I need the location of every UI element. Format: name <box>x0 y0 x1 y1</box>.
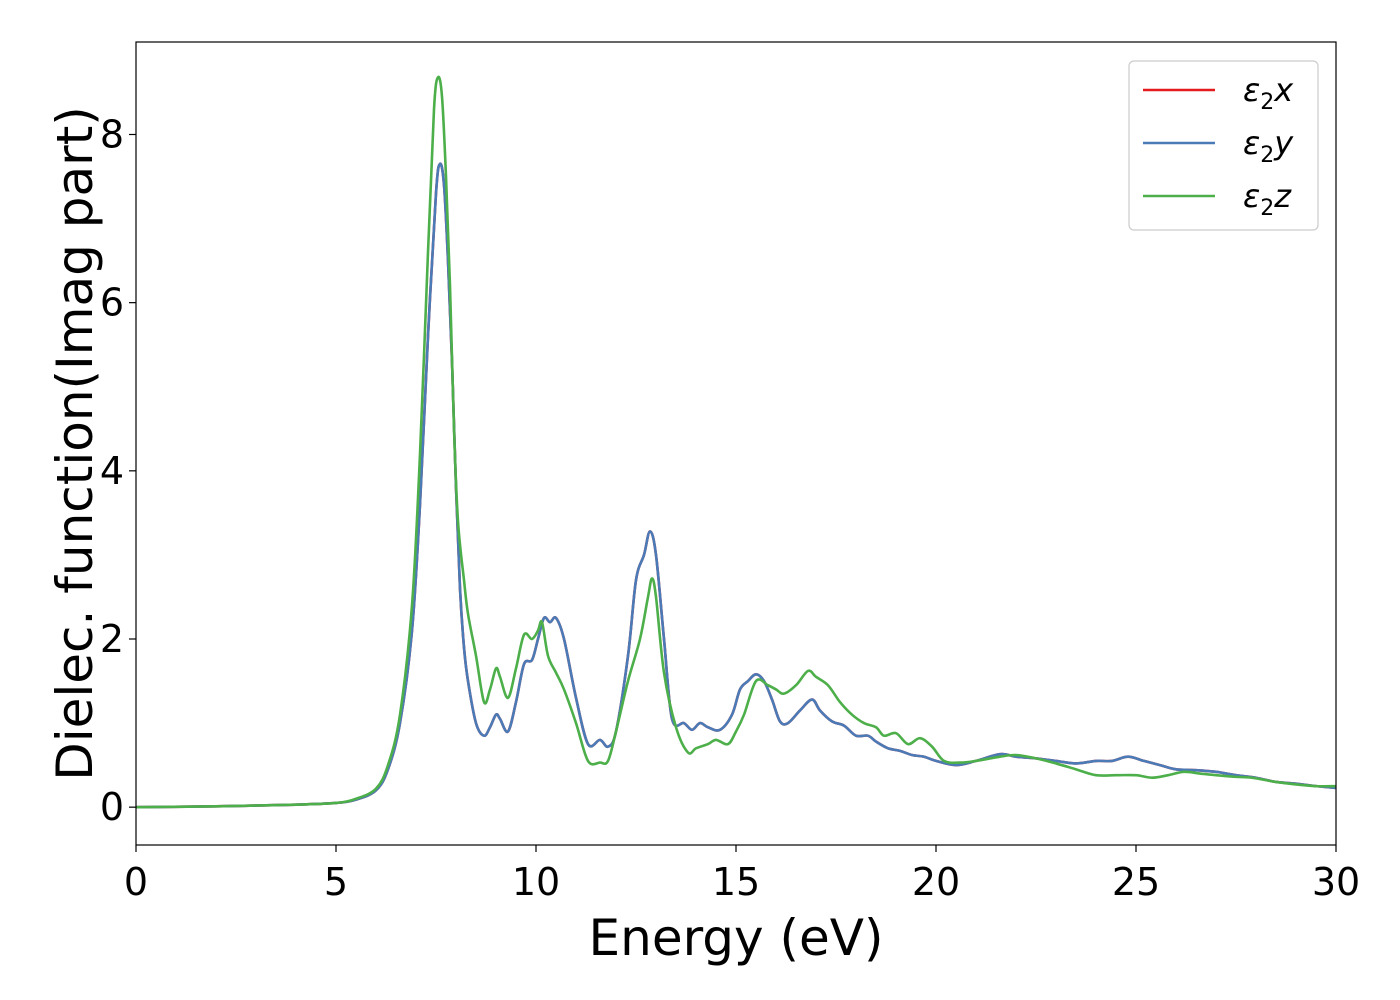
x-tick-label: 10 <box>512 860 560 904</box>
series-line-z <box>136 75 1336 809</box>
legend-items: ε2x ε2y ε2z <box>1143 71 1294 221</box>
x-tick-label: 15 <box>712 860 760 904</box>
y-tick-label: 6 <box>100 281 124 325</box>
y-tick-label: 4 <box>100 449 124 493</box>
x-axis-label: Energy (eV) <box>589 909 884 967</box>
legend-label-z: ε2z <box>1243 177 1292 221</box>
y-tick-label: 2 <box>100 617 124 661</box>
y-tick-label: 0 <box>100 785 124 829</box>
x-tick-label: 0 <box>124 860 148 904</box>
legend-box <box>1128 60 1319 231</box>
x-tick-label: 25 <box>1112 860 1160 904</box>
x-tick-label: 5 <box>324 860 348 904</box>
y-axis-ticks: 0 2 4 6 8 <box>100 112 136 829</box>
series-layer <box>136 75 1336 809</box>
y-tick-label: 8 <box>100 112 124 156</box>
x-axis-ticks: 0 5 10 15 20 25 30 <box>124 845 1360 904</box>
legend-label-y: ε2y <box>1243 124 1294 168</box>
y-axis-label: Dielec. function(Imag part) <box>46 106 104 781</box>
x-tick-label: 30 <box>1312 860 1360 904</box>
x-tick-label: 20 <box>912 860 960 904</box>
legend-label-x: ε2x <box>1243 71 1294 115</box>
legend: ε2x ε2y ε2z <box>1128 60 1319 231</box>
